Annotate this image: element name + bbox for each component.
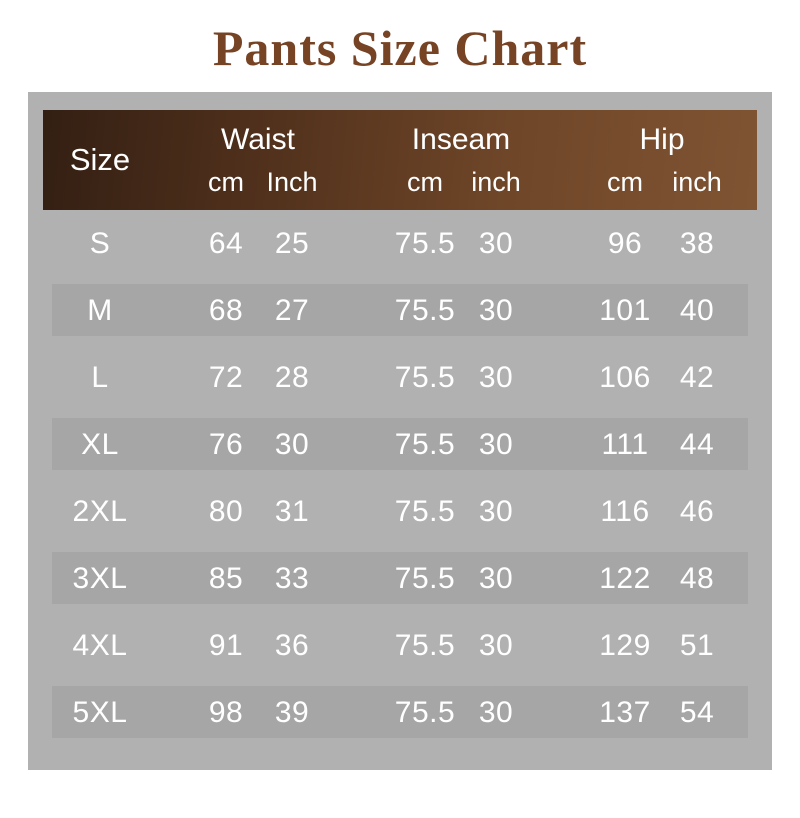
inseam-cm-cell: 75.5 — [394, 628, 456, 662]
table-row: L 72 28 75.5 30 106 42 — [52, 344, 748, 411]
inseam-inch-cell: 30 — [478, 695, 514, 729]
waist-inch-cell: 36 — [274, 628, 310, 662]
header-hip-label: Hip — [639, 123, 685, 156]
waist-inch-cell: 27 — [274, 293, 310, 327]
table-row: M 68 27 75.5 30 101 40 — [52, 277, 748, 344]
header-waist-cm-label: cm — [208, 167, 244, 197]
inseam-cm-cell: 75.5 — [394, 427, 456, 461]
inseam-cm-cell: 75.5 — [394, 293, 456, 327]
size-cell: S — [89, 226, 111, 260]
hip-cm-cell: 96 — [607, 226, 643, 260]
size-chart-panel: Size Waist Inseam Hip cm Inch cm inch cm… — [28, 92, 772, 770]
waist-cm-cell: 72 — [208, 360, 244, 394]
header-inseam-label: Inseam — [411, 123, 511, 156]
table-row: 4XL 91 36 75.5 30 129 51 — [52, 612, 748, 679]
waist-inch-cell: 33 — [274, 561, 310, 595]
waist-cm-cell: 80 — [208, 494, 244, 528]
inseam-cm-cell: 75.5 — [394, 360, 456, 394]
inseam-inch-cell: 30 — [478, 293, 514, 327]
waist-cm-cell: 98 — [208, 695, 244, 729]
inseam-inch-cell: 30 — [478, 427, 514, 461]
waist-inch-cell: 25 — [274, 226, 310, 260]
hip-inch-cell: 46 — [679, 494, 715, 528]
hip-inch-cell: 48 — [679, 561, 715, 595]
hip-cm-cell: 106 — [599, 360, 651, 394]
waist-cm-cell: 76 — [208, 427, 244, 461]
inseam-inch-cell: 30 — [478, 494, 514, 528]
waist-inch-cell: 28 — [274, 360, 310, 394]
inseam-cm-cell: 75.5 — [394, 561, 456, 595]
inseam-cm-cell: 75.5 — [394, 494, 456, 528]
hip-inch-cell: 40 — [679, 293, 715, 327]
hip-cm-cell: 116 — [600, 494, 650, 528]
table-row: S 64 25 75.5 30 96 38 — [52, 210, 748, 277]
hip-cm-cell: 111 — [601, 427, 649, 461]
waist-cm-cell: 85 — [208, 561, 244, 595]
header-waist-label: Waist — [221, 123, 295, 156]
inseam-inch-cell: 30 — [478, 628, 514, 662]
header-hip-inch-label: inch — [672, 167, 722, 197]
inseam-inch-cell: 30 — [478, 226, 514, 260]
table-row: 3XL 85 33 75.5 30 122 48 — [52, 545, 748, 612]
table-row: XL 76 30 75.5 30 111 44 — [52, 411, 748, 478]
inseam-cm-cell: 75.5 — [394, 226, 456, 260]
hip-cm-cell: 129 — [599, 628, 651, 662]
hip-cm-cell: 122 — [599, 561, 651, 595]
table-body: S 64 25 75.5 30 96 38 M 68 27 75.5 30 10… — [52, 210, 748, 746]
header-hip-cm-label: cm — [607, 167, 643, 197]
header-inseam-cm-label: cm — [407, 167, 443, 197]
row-band — [52, 686, 748, 738]
waist-cm-cell: 91 — [208, 628, 244, 662]
row-band — [52, 418, 748, 470]
table-header: Size Waist Inseam Hip cm Inch cm inch cm… — [43, 110, 757, 210]
header-inseam-inch-label: inch — [471, 167, 521, 197]
hip-cm-cell: 137 — [599, 695, 651, 729]
header-waist-inch-label: Inch — [266, 167, 318, 197]
hip-inch-cell: 42 — [679, 360, 715, 394]
inseam-inch-cell: 30 — [478, 360, 514, 394]
hip-inch-cell: 54 — [679, 695, 715, 729]
size-cell: 3XL — [72, 561, 128, 595]
size-cell: 5XL — [72, 695, 128, 729]
inseam-cm-cell: 75.5 — [394, 695, 456, 729]
waist-inch-cell: 31 — [274, 494, 310, 528]
row-band — [52, 552, 748, 604]
hip-cm-cell: 101 — [599, 293, 651, 327]
hip-inch-cell: 51 — [679, 628, 715, 662]
size-cell: XL — [81, 427, 119, 461]
table-row: 2XL 80 31 75.5 30 116 46 — [52, 478, 748, 545]
table-row: 5XL 98 39 75.5 30 137 54 — [52, 679, 748, 746]
size-cell: 2XL — [72, 494, 128, 528]
waist-inch-cell: 30 — [274, 427, 310, 461]
size-cell: L — [91, 360, 109, 394]
hip-inch-cell: 44 — [679, 427, 715, 461]
row-band — [52, 284, 748, 336]
size-cell: M — [87, 293, 113, 327]
page-title: Pants Size Chart — [212, 20, 588, 76]
waist-cm-cell: 64 — [208, 226, 244, 260]
header-size-label: Size — [69, 142, 131, 177]
inseam-inch-cell: 30 — [478, 561, 514, 595]
size-cell: 4XL — [72, 628, 128, 662]
waist-inch-cell: 39 — [274, 695, 310, 729]
hip-inch-cell: 38 — [679, 226, 715, 260]
waist-cm-cell: 68 — [208, 293, 244, 327]
